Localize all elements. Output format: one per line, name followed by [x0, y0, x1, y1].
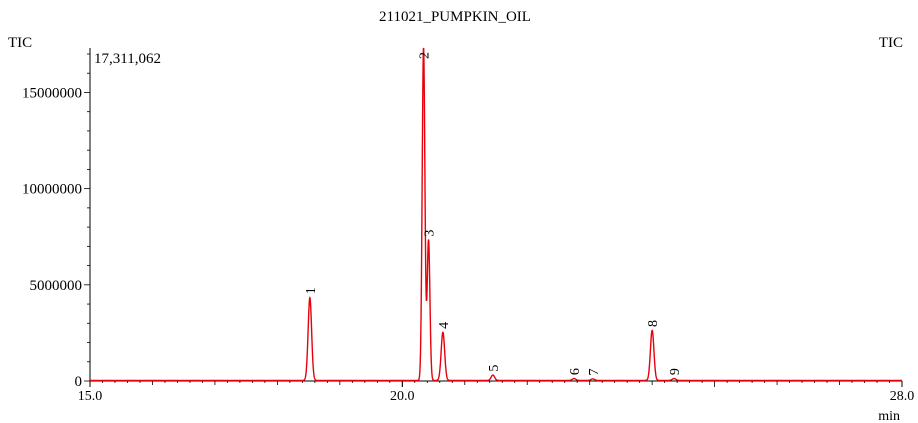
y-tick-label: 15000000: [22, 85, 82, 101]
chart-title: 211021_PUMPKIN_OIL: [379, 9, 531, 25]
peak-labels: 1 2 3 4 5 6 7 8 9: [304, 52, 683, 375]
peak-label: 8: [646, 320, 661, 327]
tic-trace: [90, 47, 902, 382]
x-tick-label: 20.0: [390, 389, 415, 404]
peak-label: 7: [587, 368, 602, 375]
peak-label: 3: [423, 230, 438, 237]
y-tick-label: 10000000: [22, 182, 82, 198]
right-trace-label: TIC: [879, 35, 903, 51]
peak-label: 2: [418, 52, 433, 59]
left-axis-label: TIC: [8, 35, 32, 51]
tick-labels: 15.0 20.0 28.0 0 5000000 10000000 15000000: [22, 85, 914, 404]
axes: [84, 48, 903, 387]
x-tick-label: 15.0: [78, 389, 103, 404]
max-intensity-label: 17,311,062: [94, 51, 161, 67]
x-axis-unit-label: min: [878, 409, 900, 423]
y-tick-label: 0: [75, 374, 83, 390]
peak-label: 6: [568, 368, 583, 375]
y-tick-label: 5000000: [30, 278, 83, 294]
peak-label: 9: [668, 368, 683, 375]
peak-label: 1: [304, 287, 319, 294]
peak-label: 4: [437, 322, 452, 329]
peak-label: 5: [487, 365, 502, 372]
x-tick-label: 28.0: [890, 389, 915, 404]
